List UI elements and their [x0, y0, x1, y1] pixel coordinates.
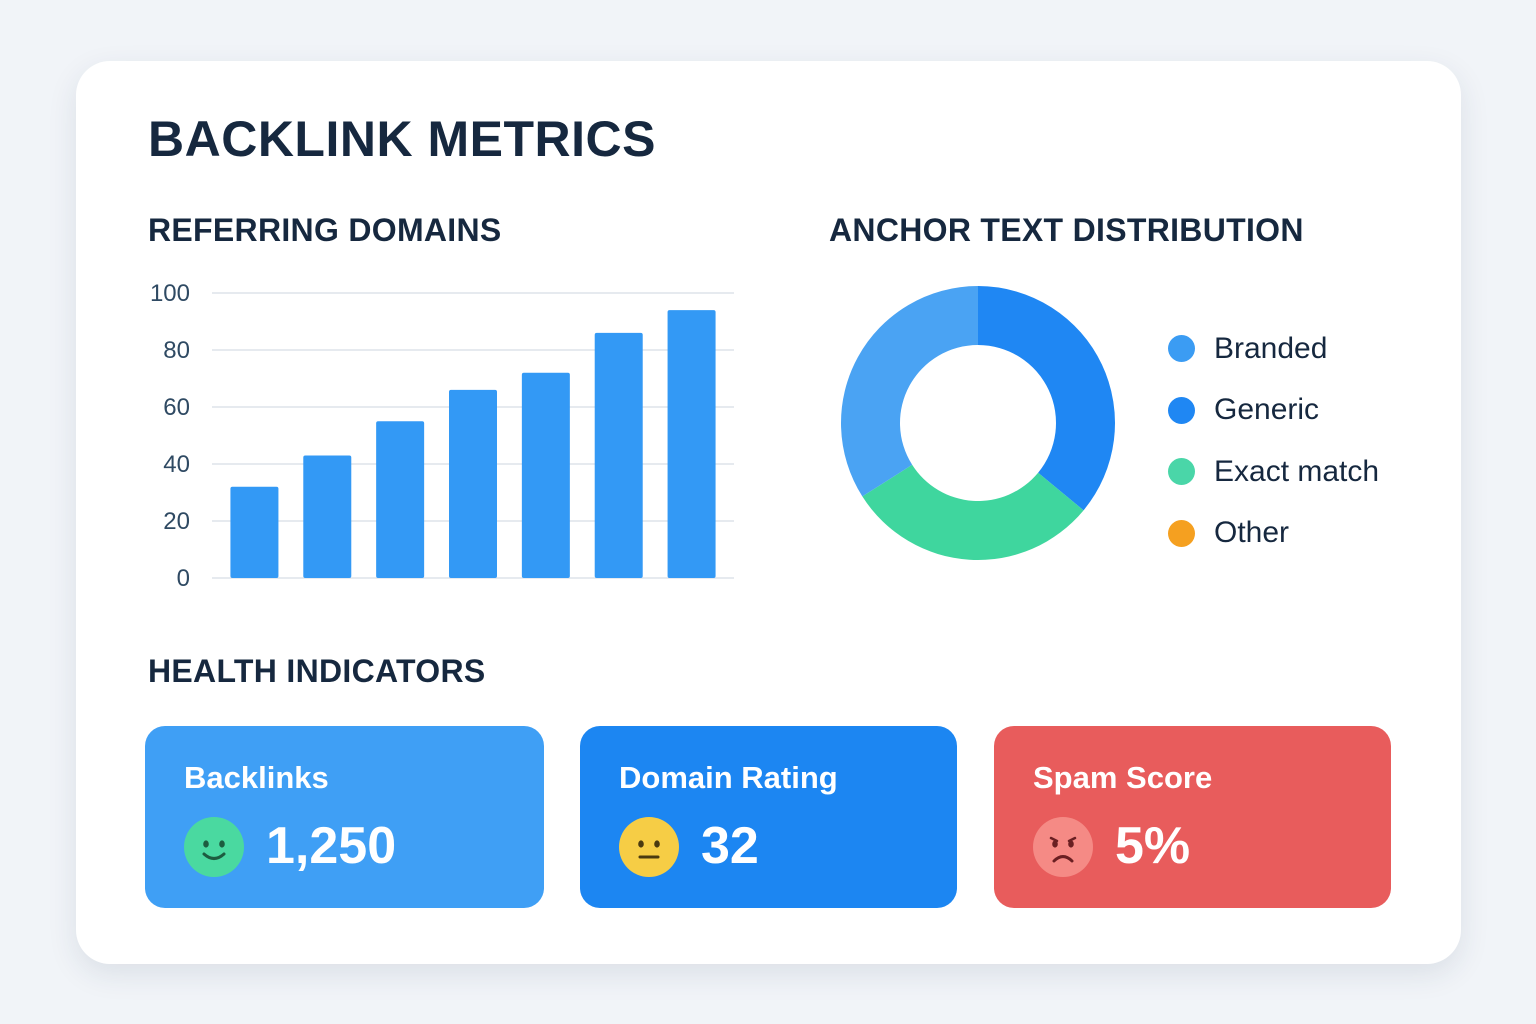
y-tick-label: 40 — [163, 451, 190, 478]
legend-dot-other — [1168, 519, 1195, 547]
anchor-text-title: ANCHOR TEXT DISTRIBUTION — [829, 212, 1304, 248]
donut-slice-branded — [841, 286, 978, 497]
bar — [521, 372, 570, 578]
indicator-label: Domain Rating — [619, 760, 838, 795]
y-tick-label: 60 — [163, 394, 190, 421]
legend-item-exact-match: Exact match — [1168, 441, 1379, 503]
face-circle — [1033, 817, 1093, 877]
y-tick-label: 100 — [150, 280, 190, 307]
page-title: BACKLINK METRICS — [148, 111, 656, 167]
legend-item-branded: Branded — [1168, 318, 1379, 380]
backlinks-indicator-card: Backlinks 1,250 — [145, 726, 544, 908]
referring-domains-chart: 0 20 40 60 80 100 — [150, 280, 734, 592]
indicator-label: Spam Score — [1033, 760, 1213, 795]
indicator-label: Backlinks — [184, 760, 329, 795]
legend-dot-generic — [1168, 396, 1195, 424]
indicator-value: 5% — [1115, 817, 1191, 875]
face-circle — [619, 817, 679, 877]
indicator-value: 1,250 — [266, 817, 397, 875]
bar — [594, 332, 643, 578]
face-circle — [184, 817, 244, 877]
legend-item-generic: Generic — [1168, 380, 1379, 442]
referring-domains-title: REFERRING DOMAINS — [148, 212, 502, 248]
legend-label: Exact match — [1214, 454, 1380, 488]
happy-face-icon — [184, 817, 244, 877]
y-tick-label: 20 — [163, 508, 190, 535]
y-tick-label: 80 — [163, 337, 190, 364]
bar — [303, 455, 352, 578]
legend-label: Other — [1214, 516, 1290, 550]
indicator-value: 32 — [701, 817, 759, 875]
y-tick-label: 0 — [177, 565, 190, 592]
bar — [449, 389, 497, 578]
legend-label: Branded — [1214, 331, 1328, 365]
anchor-text-legend: Branded Generic Exact match Other — [1168, 318, 1379, 564]
anchor-text-donut-chart — [841, 286, 1115, 560]
spam-score-indicator-card: Spam Score 5% — [994, 726, 1391, 908]
bar — [230, 486, 279, 578]
legend-dot-branded — [1168, 335, 1195, 363]
legend-item-other: Other — [1168, 503, 1379, 565]
legend-label: Generic — [1214, 393, 1320, 427]
domain-rating-indicator-card: Domain Rating 32 — [580, 726, 957, 908]
neutral-face-icon — [619, 817, 679, 877]
legend-dot-exact-match — [1168, 458, 1195, 486]
sad-face-icon — [1033, 817, 1093, 877]
donut-slice-generic — [978, 286, 1115, 511]
donut-slice-exact-match — [862, 464, 1084, 560]
bar — [376, 421, 425, 578]
health-indicators-title: HEALTH INDICATORS — [148, 653, 486, 689]
bar — [667, 310, 716, 578]
